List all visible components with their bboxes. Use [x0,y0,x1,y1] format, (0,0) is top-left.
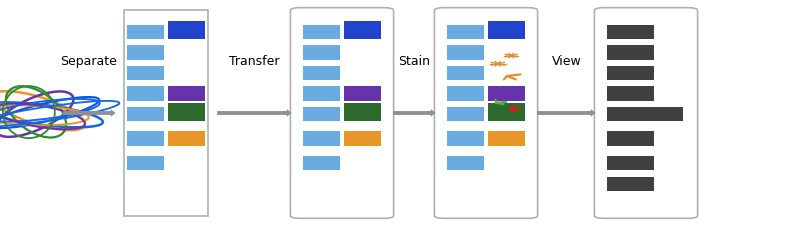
Bar [488,22,525,40]
Bar [607,46,654,60]
Bar [303,46,340,60]
Bar [447,67,484,81]
Bar [344,132,381,146]
Bar [127,156,164,171]
Bar [344,87,381,101]
FancyBboxPatch shape [434,9,538,218]
Bar [127,26,164,40]
Bar [488,103,525,122]
Bar [127,67,164,81]
Bar [447,26,484,40]
Bar [607,26,654,40]
Bar [447,46,484,60]
Bar [607,67,654,81]
Text: Transfer: Transfer [229,55,280,68]
Bar [607,156,654,171]
Bar [607,107,654,122]
Bar [168,87,205,101]
Bar [168,22,205,40]
Bar [488,132,525,146]
Text: Stain: Stain [398,55,430,68]
Bar [344,103,381,122]
Bar [303,107,340,122]
Bar [127,87,164,101]
Bar [447,132,484,146]
Bar [607,132,654,146]
Bar [607,177,654,191]
Bar [607,87,654,101]
Bar [127,46,164,60]
Bar [303,156,340,171]
FancyBboxPatch shape [290,9,394,218]
Bar [303,26,340,40]
Bar [124,11,208,216]
Bar [303,67,340,81]
Bar [303,132,340,146]
Bar [344,22,381,40]
Bar [447,107,484,122]
Bar [127,132,164,146]
Bar [168,132,205,146]
FancyBboxPatch shape [594,9,698,218]
Bar [168,103,205,122]
Bar [447,87,484,101]
Bar [303,87,340,101]
Text: Separate: Separate [60,55,118,68]
Bar [488,87,525,101]
Text: View: View [551,55,582,68]
Bar [648,107,683,122]
Bar [127,107,164,122]
Bar [447,156,484,171]
